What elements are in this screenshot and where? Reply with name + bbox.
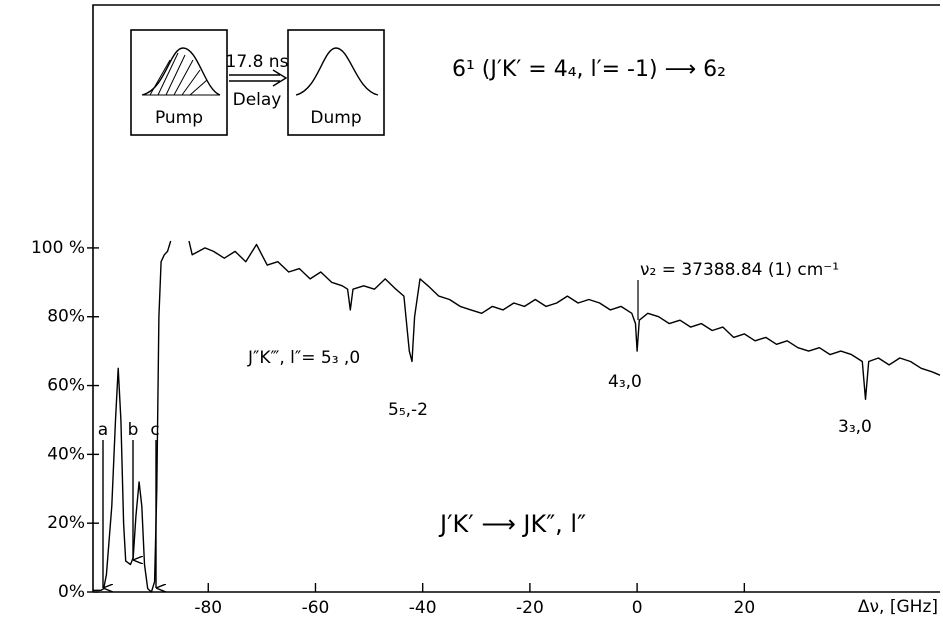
dump-box bbox=[287, 29, 385, 136]
line-label: 3₃,0 bbox=[838, 417, 872, 437]
x-tick-label: -40 bbox=[409, 598, 437, 618]
x-tick-label: -60 bbox=[302, 598, 330, 618]
y-tick-label: 0% bbox=[58, 582, 85, 602]
delay-arrow bbox=[229, 69, 288, 87]
x-tick-label: 20 bbox=[734, 598, 756, 618]
x-tick-label: -20 bbox=[516, 598, 544, 618]
trace bbox=[188, 240, 941, 400]
origin-label: ν₂ = 37388.84 (1) cm⁻¹ bbox=[640, 260, 839, 280]
y-tick-label: 20% bbox=[47, 513, 85, 533]
transition-label: 6¹ (J′K′ = 4₄, l′= -1) ⟶ 6₂ bbox=[452, 57, 726, 82]
label-c: c bbox=[150, 420, 159, 440]
pump-label: Pump bbox=[155, 108, 203, 128]
hatch bbox=[142, 52, 220, 96]
delay-label: Delay bbox=[233, 90, 282, 110]
y-tick-label: 40% bbox=[47, 444, 85, 464]
x-axis-label: Δν, [GHz] bbox=[858, 597, 938, 617]
frame bbox=[92, 4, 940, 592]
line-label: J″K‴, l″= 5₃ ,0 bbox=[247, 348, 360, 368]
pump-box bbox=[130, 29, 228, 136]
line-label: 4₃,0 bbox=[608, 372, 642, 392]
transition-legend: J′K′ ⟶ JK″, l″ bbox=[438, 510, 586, 538]
y-tick-label: 100 % bbox=[31, 238, 85, 258]
y-tick-label: 60% bbox=[47, 376, 85, 396]
x-tick-label: 0 bbox=[632, 598, 643, 618]
trace bbox=[93, 240, 172, 593]
delay-time: 17.8 ns bbox=[226, 52, 289, 72]
pump-pulse bbox=[141, 47, 221, 96]
dump-label: Dump bbox=[310, 108, 361, 128]
label-a: a bbox=[98, 420, 108, 440]
x-tick-label: -80 bbox=[194, 598, 222, 618]
y-tick-label: 80% bbox=[47, 307, 85, 327]
dump-pulse bbox=[295, 47, 379, 96]
line-label: 5₅,-2 bbox=[388, 400, 428, 420]
label-b: b bbox=[128, 420, 139, 440]
